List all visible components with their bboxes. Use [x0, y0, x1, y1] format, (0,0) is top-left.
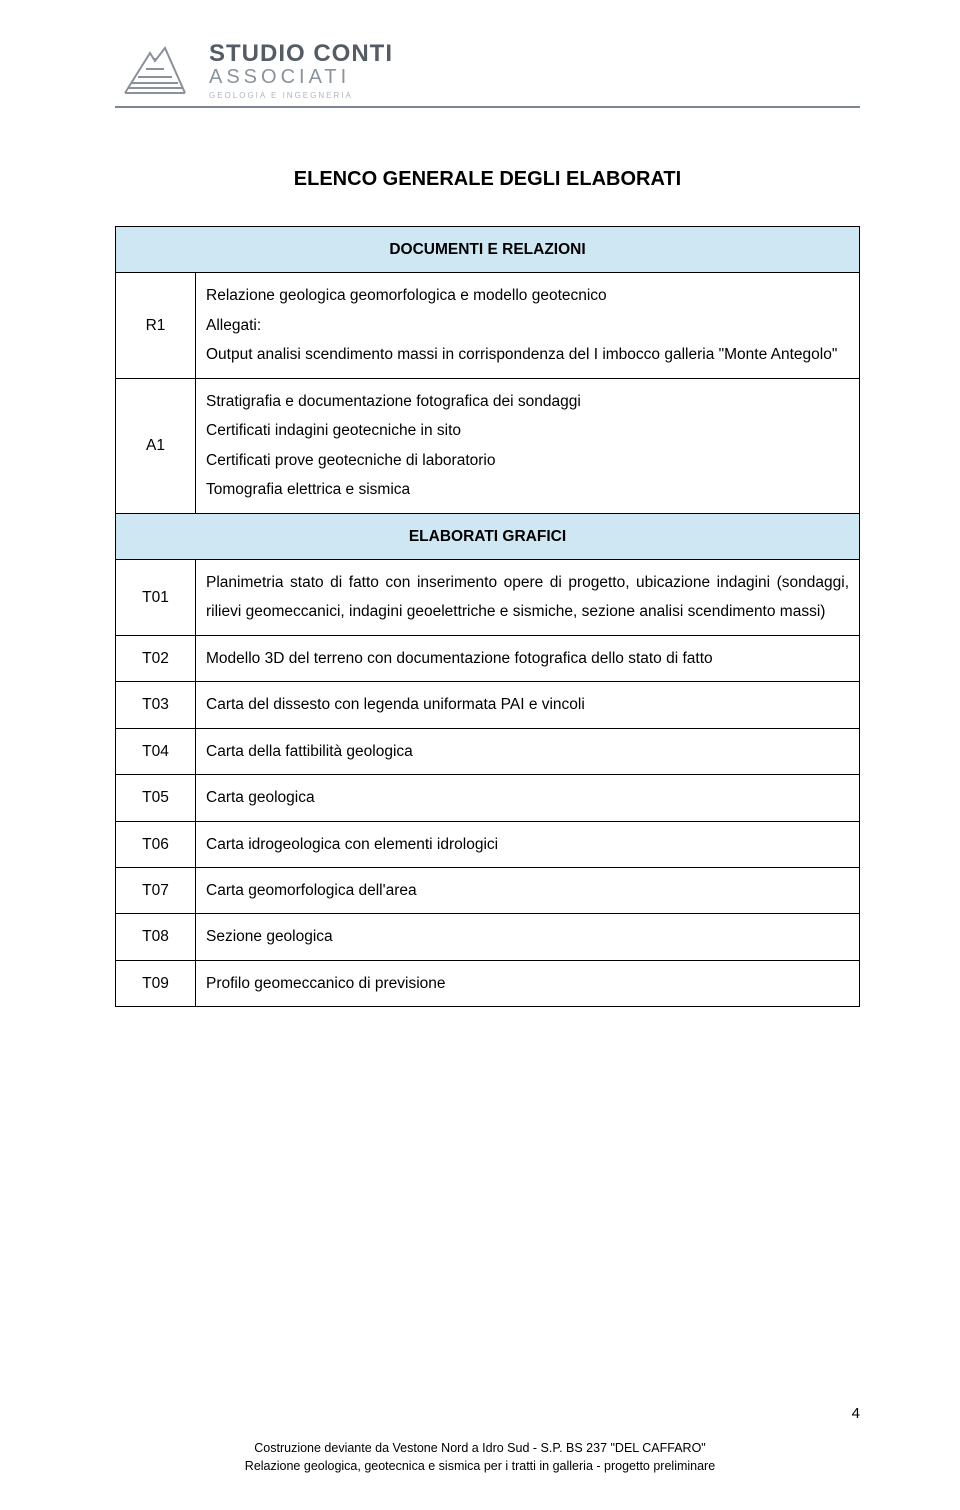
row-code: T06	[116, 821, 196, 867]
page: STUDIO CONTI ASSOCIATI GEOLOGIA E INGEGN…	[0, 0, 960, 1510]
row-desc: Stratigrafia e documentazione fotografic…	[196, 378, 860, 513]
table-row: A1 Stratigrafia e documentazione fotogra…	[116, 378, 860, 513]
table-row: T08 Sezione geologica	[116, 914, 860, 960]
company-line1: STUDIO CONTI	[209, 40, 393, 68]
row-desc: Relazione geologica geomorfologica e mod…	[196, 273, 860, 378]
table-row: T03 Carta del dissesto con legenda unifo…	[116, 682, 860, 728]
row-code: T08	[116, 914, 196, 960]
table-row: T02 Modello 3D del terreno con documenta…	[116, 635, 860, 681]
row-code: A1	[116, 378, 196, 513]
section-head-graphics: ELABORATI GRAFICI	[116, 513, 860, 559]
page-number: 4	[852, 1405, 860, 1422]
page-title: ELENCO GENERALE DEGLI ELABORATI	[115, 168, 860, 191]
row-code: T04	[116, 728, 196, 774]
table-row: R1 Relazione geologica geomorfologica e …	[116, 273, 860, 378]
row-desc: Modello 3D del terreno con documentazion…	[196, 635, 860, 681]
footer: Costruzione deviante da Vestone Nord a I…	[0, 1440, 960, 1475]
row-desc: Carta geomorfologica dell'area	[196, 868, 860, 914]
row-desc: Profilo geomeccanico di previsione	[196, 960, 860, 1006]
row-desc: Carta del dissesto con legenda uniformat…	[196, 682, 860, 728]
table-row: T09 Profilo geomeccanico di previsione	[116, 960, 860, 1006]
row-code: T07	[116, 868, 196, 914]
table-row: T01 Planimetria stato di fatto con inser…	[116, 559, 860, 635]
letterhead: STUDIO CONTI ASSOCIATI GEOLOGIA E INGEGN…	[115, 40, 860, 100]
logo-icon	[115, 40, 195, 100]
table-row: T07 Carta geomorfologica dell'area	[116, 868, 860, 914]
table-row: T06 Carta idrogeologica con elementi idr…	[116, 821, 860, 867]
section-head-documents: DOCUMENTI E RELAZIONI	[116, 227, 860, 273]
company-name-block: STUDIO CONTI ASSOCIATI GEOLOGIA E INGEGN…	[209, 40, 393, 100]
table-row: T04 Carta della fattibilità geologica	[116, 728, 860, 774]
row-desc: Sezione geologica	[196, 914, 860, 960]
row-code: T05	[116, 775, 196, 821]
company-line3: GEOLOGIA E INGEGNERIA	[209, 91, 393, 100]
elaborati-table: DOCUMENTI E RELAZIONI R1 Relazione geolo…	[115, 226, 860, 1007]
row-code: R1	[116, 273, 196, 378]
footer-line2: Relazione geologica, geotecnica e sismic…	[0, 1458, 960, 1476]
row-code: T03	[116, 682, 196, 728]
row-desc: Carta idrogeologica con elementi idrolog…	[196, 821, 860, 867]
row-code: T09	[116, 960, 196, 1006]
footer-line1: Costruzione deviante da Vestone Nord a I…	[0, 1440, 960, 1458]
row-code: T02	[116, 635, 196, 681]
row-code: T01	[116, 559, 196, 635]
row-desc: Planimetria stato di fatto con inserimen…	[196, 559, 860, 635]
row-desc: Carta della fattibilità geologica	[196, 728, 860, 774]
table-row: T05 Carta geologica	[116, 775, 860, 821]
company-line2: ASSOCIATI	[209, 66, 393, 89]
row-desc: Carta geologica	[196, 775, 860, 821]
header-divider	[115, 106, 860, 108]
